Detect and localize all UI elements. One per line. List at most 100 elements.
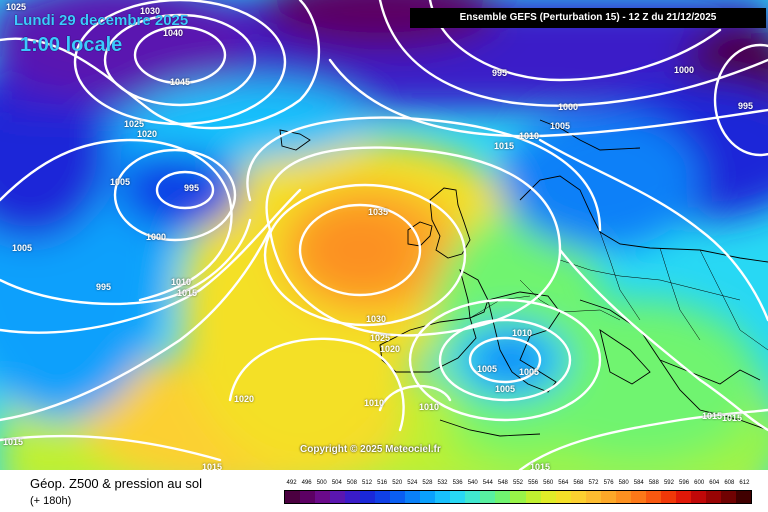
- legend-swatch: [585, 491, 601, 503]
- isobar-label: 1045: [170, 77, 191, 87]
- isobar-label: 1030: [140, 6, 161, 16]
- isobar-label: 1015: [202, 462, 223, 472]
- isobar-label: 1030: [366, 314, 387, 324]
- legend-swatch: [555, 491, 571, 503]
- legend-tick-label: 496: [301, 480, 312, 486]
- legend-swatch: [510, 491, 526, 503]
- legend-tick-label: 604: [709, 480, 720, 486]
- isobar-label: 1010: [512, 328, 533, 338]
- isobar-label: 1015: [702, 411, 723, 421]
- legend-swatch: [600, 491, 616, 503]
- legend-tick-label: 580: [618, 480, 629, 486]
- legend-tick-label: 528: [422, 480, 433, 486]
- legend-swatch: [480, 491, 496, 503]
- legend-tick-label: 592: [663, 480, 674, 486]
- legend-tick-label: 492: [286, 480, 297, 486]
- isobar-label: 1010: [364, 398, 385, 408]
- legend-tick-label: 608: [724, 480, 735, 486]
- legend-tick-label: 612: [739, 480, 750, 486]
- legend-swatch: [450, 491, 466, 503]
- legend-swatch: [315, 491, 331, 503]
- isobar-label: 1020: [137, 129, 158, 139]
- legend-swatch: [465, 491, 481, 503]
- legend-tick-label: 500: [316, 480, 327, 486]
- legend-tick-label: 540: [467, 480, 478, 486]
- isobar-label: 995: [738, 101, 754, 111]
- legend-swatch: [420, 491, 436, 503]
- isobars: [0, 0, 768, 470]
- forecast-lead-time: (+ 180h): [30, 495, 72, 507]
- legend-tick-label: 552: [512, 480, 523, 486]
- legend-tick-label: 568: [573, 480, 584, 486]
- isobar-label: 1010: [171, 277, 192, 287]
- isobar-label: 1015: [3, 437, 24, 447]
- legend-tick-label: 532: [437, 480, 448, 486]
- legend-swatch: [630, 491, 646, 503]
- legend-tick-labels: 492 496 500 504 508 512 516 520 524 528 532 536 540 5…: [284, 480, 752, 489]
- isobar-label: 1020: [234, 394, 255, 404]
- isobar-label: 1025: [370, 333, 391, 343]
- legend-swatch: [735, 491, 751, 503]
- legend-swatch: [690, 491, 706, 503]
- legend-tick-label: 516: [377, 480, 388, 486]
- isobar-label: 1040: [163, 28, 184, 38]
- legend-swatch: [570, 491, 586, 503]
- isobar-label: 1025: [124, 119, 145, 129]
- isobar-label: 1015: [177, 288, 198, 298]
- legend-swatch: [345, 491, 361, 503]
- isobar-label: 1010: [419, 402, 440, 412]
- coastlines: [279, 119, 768, 437]
- legend-tick-label: 560: [543, 480, 554, 486]
- legend-tick-label: 536: [452, 480, 463, 486]
- isobar-label: 1025: [6, 2, 27, 12]
- isobar-label: 1005: [12, 243, 33, 253]
- legend-swatch: [615, 491, 631, 503]
- isobar-label: 1020: [380, 344, 401, 354]
- legend-swatch: [330, 491, 346, 503]
- country-borders: [469, 231, 768, 351]
- legend-swatch: [405, 491, 421, 503]
- legend-tick-label: 576: [603, 480, 614, 486]
- legend-tick-label: 504: [331, 480, 342, 486]
- legend-tick-label: 512: [362, 480, 373, 486]
- isobar-label: 995: [492, 68, 508, 78]
- isobar-label: 1000: [558, 102, 579, 112]
- isobar-label: 1005: [477, 364, 498, 374]
- legend-tick-label: 508: [346, 480, 357, 486]
- legend-swatch: [705, 491, 721, 503]
- legend-tick-label: 520: [392, 480, 403, 486]
- legend-swatch: [375, 491, 391, 503]
- legend-tick-label: 544: [482, 480, 493, 486]
- legend-swatch: [645, 491, 661, 503]
- legend-swatch: [720, 491, 736, 503]
- isobar-label: 1005: [495, 384, 516, 394]
- legend-tick-label: 600: [694, 480, 705, 486]
- legend-swatch: [300, 491, 316, 503]
- legend-tick-label: 596: [679, 480, 690, 486]
- z500-pressure-map: [0, 0, 768, 470]
- legend-swatch: [360, 491, 376, 503]
- isobar-label: 1000: [146, 232, 167, 242]
- legend-swatch: [285, 491, 301, 503]
- isobar-label: 1005: [519, 367, 540, 377]
- legend-tick-label: 556: [528, 480, 539, 486]
- legend-tick-label: 548: [497, 480, 508, 486]
- isobar-label: 1000: [674, 65, 695, 75]
- model-run-info: Ensemble GEFS (Perturbation 15) - 12 Z d…: [410, 8, 766, 28]
- legend-swatch: [540, 491, 556, 503]
- isobar-label: 995: [184, 183, 200, 193]
- isobar-label: 1015: [722, 413, 743, 423]
- legend-tick-label: 564: [558, 480, 569, 486]
- legend-swatch: [390, 491, 406, 503]
- legend-swatch: [525, 491, 541, 503]
- legend-swatch: [660, 491, 676, 503]
- isobar-label: 1035: [368, 207, 389, 217]
- isobar-label: 1005: [110, 177, 131, 187]
- forecast-time: 1:00 locale: [20, 34, 123, 56]
- legend-tick-label: 524: [407, 480, 418, 486]
- legend-swatch: [495, 491, 511, 503]
- legend-tick-label: 584: [633, 480, 644, 486]
- isobar-label: 1015: [530, 462, 551, 472]
- isobar-label: 995: [96, 282, 112, 292]
- forecast-date: Lundi 29 decembre 2025: [14, 12, 189, 29]
